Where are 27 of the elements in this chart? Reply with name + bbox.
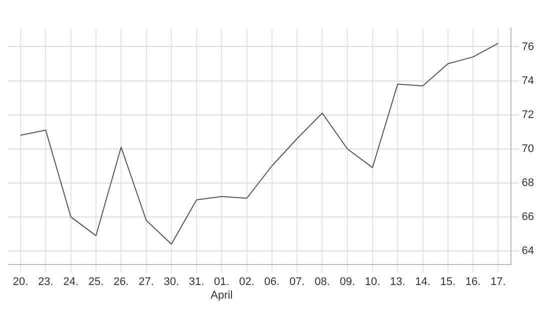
x-tick-label: 26. <box>113 276 129 288</box>
x-tick-label: 16. <box>465 276 481 288</box>
x-tick-label: 27. <box>138 276 154 288</box>
x-tick-label: 09. <box>340 276 356 288</box>
y-tick-label: 66 <box>522 210 534 223</box>
y-tick-label: 76 <box>522 40 534 53</box>
y-tick-label: 74 <box>522 74 534 87</box>
x-tick-label: 14. <box>415 276 430 288</box>
y-tick-label: 70 <box>522 142 534 155</box>
x-tick-label: 10. <box>364 276 380 288</box>
x-tick-label: 24. <box>63 276 78 288</box>
x-tick-label: 15. <box>440 276 456 288</box>
x-tick-label: 20. <box>12 276 28 288</box>
x-tick-label: 30. <box>164 276 180 288</box>
y-tick-label: 72 <box>522 108 534 121</box>
x-tick-label: 23. <box>38 276 54 288</box>
x-tick-label: 31. <box>188 276 204 288</box>
x-tick-label: 01. April <box>210 276 233 302</box>
x-tick-label: 07. <box>289 276 305 288</box>
y-tick-label: 64 <box>522 245 534 258</box>
x-tick-label: 13. <box>390 276 406 288</box>
x-tick-label: 08. <box>314 276 330 288</box>
x-tick-label: 06. <box>264 276 280 288</box>
x-tick-label: 02. <box>239 276 254 288</box>
x-tick-label: 17. <box>490 276 506 288</box>
x-tick-label: 25. <box>88 276 104 288</box>
y-tick-label: 68 <box>522 176 534 189</box>
